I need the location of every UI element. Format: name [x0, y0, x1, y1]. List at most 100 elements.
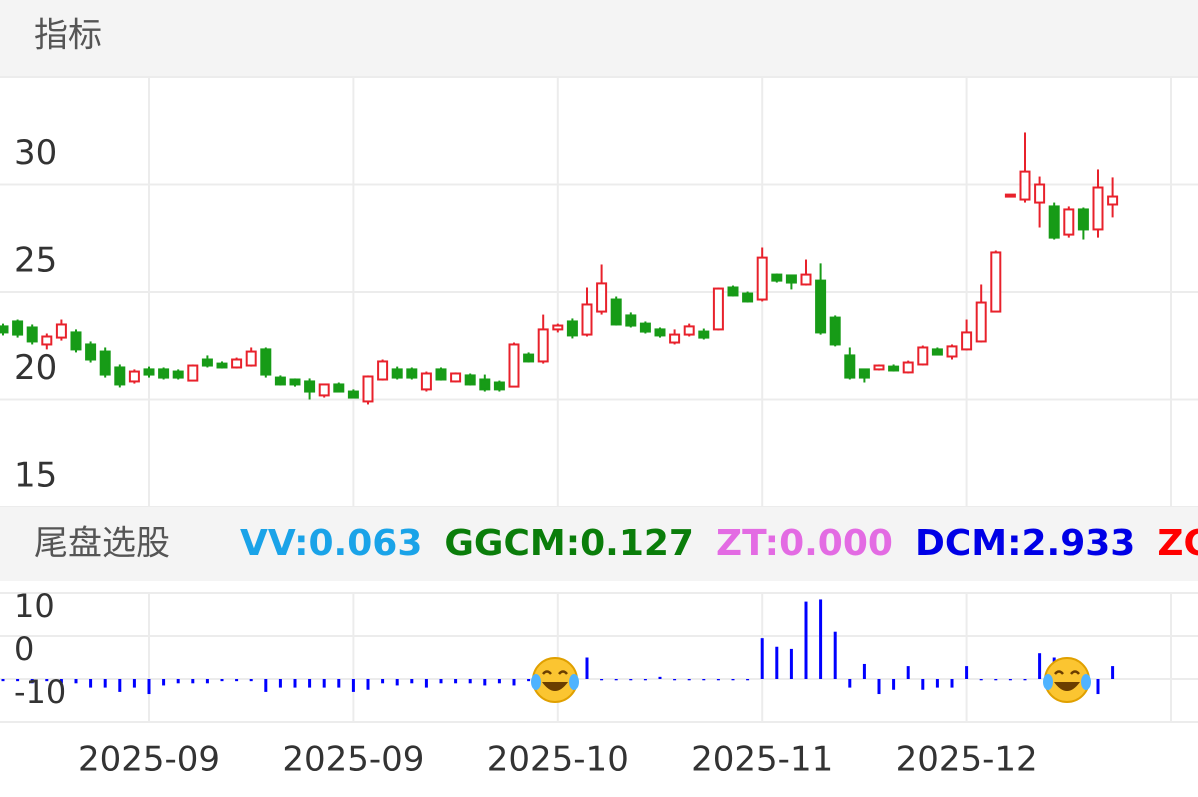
candle-body: [391, 368, 403, 379]
candle-body: [55, 323, 67, 339]
bar: [833, 631, 837, 679]
candle-body: [537, 328, 549, 363]
candle-body: [377, 360, 389, 381]
bar: [585, 657, 589, 679]
bar: [16, 679, 20, 682]
x-tick-label: 2025-10: [487, 740, 629, 780]
candle-body: [406, 368, 418, 379]
candle-body: [931, 348, 943, 356]
candle-body: [596, 282, 608, 313]
candle-body: [800, 273, 812, 286]
bar: [118, 679, 122, 692]
candle-body: [508, 343, 520, 388]
bar: [702, 679, 706, 681]
candle-body: [274, 376, 286, 386]
bar: [308, 679, 312, 688]
indicator-label: DCM:2.933: [915, 523, 1135, 564]
bar: [205, 679, 209, 684]
y-tick-label: -10: [14, 673, 66, 711]
candle-body: [888, 365, 900, 372]
candle-body: [70, 331, 82, 351]
candle-body: [158, 368, 170, 379]
candle-body: [435, 368, 447, 381]
bar: [381, 679, 385, 684]
bar: [935, 679, 939, 688]
candle-body: [41, 335, 53, 346]
candle-body: [566, 320, 578, 337]
y-tick-label: 25: [14, 241, 57, 281]
bar: [643, 679, 647, 681]
candle-body: [26, 326, 38, 343]
marks: [0, 132, 1119, 695]
indicator-title: 尾盘选股: [34, 524, 170, 564]
bar: [760, 638, 764, 679]
x-tick-label: 2025-12: [896, 740, 1038, 780]
bar: [30, 679, 34, 684]
candle-body: [902, 361, 914, 374]
bar: [512, 679, 516, 686]
bar: [89, 679, 93, 688]
bar: [278, 679, 282, 688]
bar: [746, 679, 750, 681]
bar: [322, 679, 326, 688]
candle-body: [785, 274, 797, 284]
candle-body: [552, 324, 564, 331]
y-tick-label: 0: [14, 630, 34, 668]
bar: [877, 679, 881, 695]
candle-body: [815, 279, 827, 334]
bar: [921, 679, 925, 690]
x-tick-label: 2025-11: [691, 740, 833, 780]
header-title: 指标: [34, 16, 102, 56]
bar: [468, 679, 472, 684]
candle-body: [858, 368, 870, 379]
bar: [1038, 653, 1042, 679]
bar: [45, 679, 49, 682]
candle-body: [742, 292, 754, 303]
bar: [862, 663, 866, 679]
bar: [366, 679, 370, 690]
bar: [1008, 679, 1012, 681]
bar: [804, 601, 808, 679]
bar: [424, 679, 428, 688]
indicator-label: VV:0.063: [240, 523, 422, 564]
candle-body: [844, 354, 856, 379]
candle-body: [698, 330, 710, 339]
bar: [527, 679, 531, 682]
bar: [147, 679, 151, 695]
x-tick-label: 2025-09: [282, 740, 424, 780]
candle-body: [581, 303, 593, 336]
bar: [906, 666, 910, 679]
candle-body: [1107, 195, 1119, 206]
candle-body: [318, 383, 330, 397]
candle-body: [128, 370, 140, 383]
bar: [950, 679, 954, 688]
bar: [176, 679, 180, 684]
bar: [629, 679, 633, 681]
bar: [74, 679, 78, 684]
bar: [687, 679, 691, 681]
bar: [789, 648, 793, 679]
candle-body: [1048, 205, 1060, 239]
candle-body: [669, 333, 681, 344]
candle-body: [172, 370, 184, 379]
indicator-label: ZCI: [1157, 523, 1198, 564]
bar: [1023, 679, 1027, 681]
bar: [235, 679, 239, 682]
bar: [600, 679, 604, 681]
y-tick-label: 15: [14, 456, 57, 496]
candle-body: [946, 345, 958, 358]
candle-body: [333, 383, 345, 393]
candle-body: [99, 350, 111, 376]
candle-body: [975, 301, 987, 343]
candle-body: [260, 348, 272, 376]
candle-body: [347, 390, 359, 399]
bar: [337, 679, 341, 688]
candle-body: [961, 331, 973, 351]
bar: [351, 679, 355, 692]
candle-body: [85, 343, 97, 361]
bar: [775, 646, 779, 679]
candle-body: [143, 368, 155, 376]
indicator-bar: [0, 507, 1198, 581]
emoji-icon: [531, 657, 579, 703]
indicator-label: ZT:0.000: [716, 523, 893, 564]
